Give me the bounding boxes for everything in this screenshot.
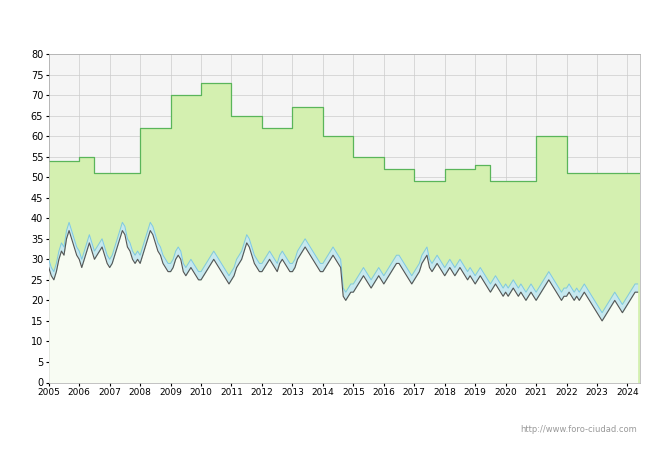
Text: Galve de Sorbe - Evolucion de la poblacion en edad de Trabajar Mayo de 2024: Galve de Sorbe - Evolucion de la poblaci… (94, 18, 556, 31)
Text: http://www.foro-ciudad.com: http://www.foro-ciudad.com (520, 425, 637, 434)
